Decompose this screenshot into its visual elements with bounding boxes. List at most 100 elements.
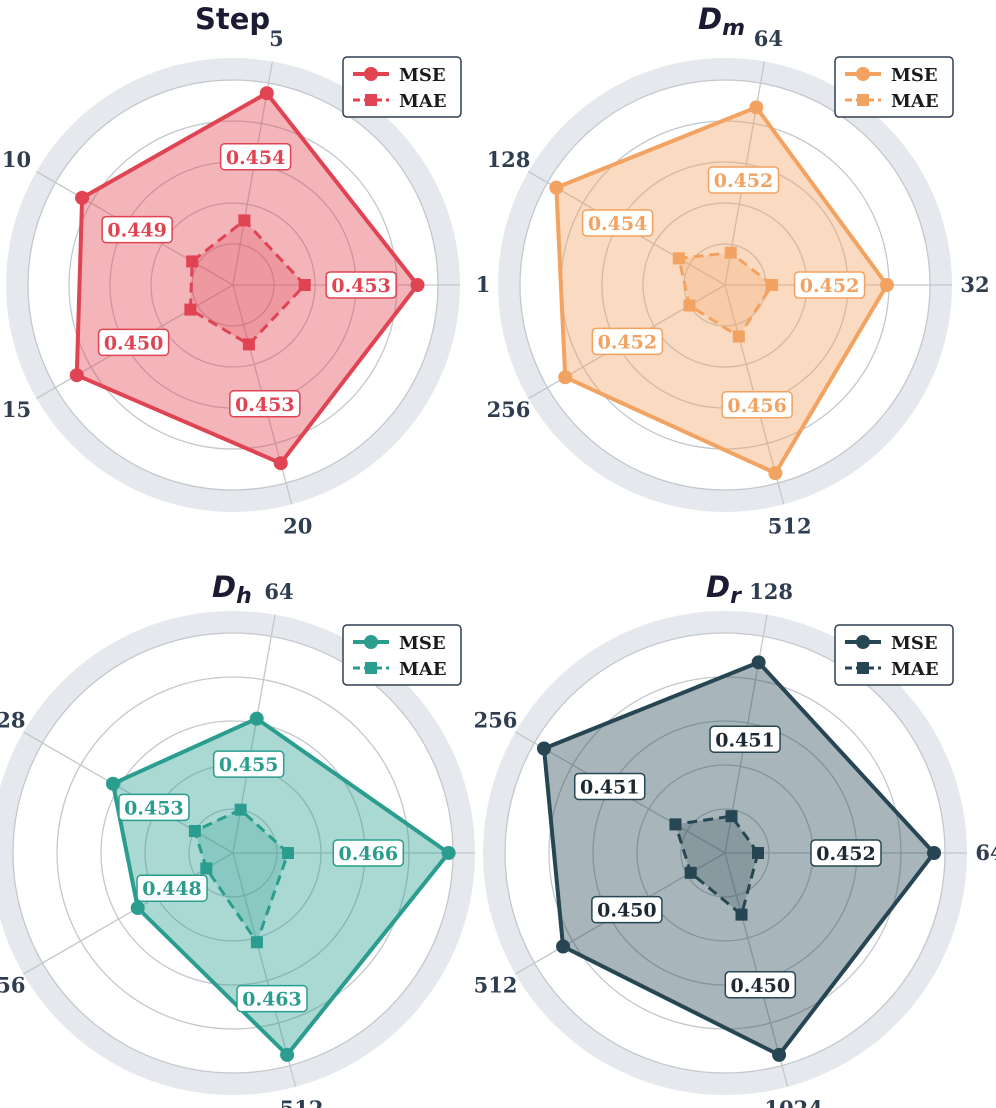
mse-point-3 — [558, 370, 573, 385]
value-label: 0.453 — [331, 275, 391, 297]
mae-point-1 — [725, 810, 738, 823]
mse-point-0 — [927, 846, 941, 860]
value-label-box — [709, 725, 781, 754]
axis-tick-label: 512 — [768, 513, 812, 538]
mse-point-2 — [105, 776, 120, 791]
mse-point-2 — [75, 190, 90, 205]
axis-tick-label: 64 — [264, 579, 293, 604]
mae-series-line — [193, 807, 290, 946]
radar-panel-3: 64 128 256 512 1024 0.452 0.451 0.451 0.450 0.450… — [474, 579, 996, 1108]
axis-spoke-3 — [23, 852, 234, 975]
value-label: 0.452 — [714, 170, 774, 192]
value-label: 0.452 — [598, 331, 658, 353]
axis-spoke-4 — [232, 852, 297, 1087]
mse-series-line — [110, 716, 451, 1057]
value-label-box — [591, 327, 664, 356]
value-label: 0.463 — [242, 989, 302, 1011]
value-label: 0.451 — [580, 776, 640, 798]
axis-tick-label: 20 — [283, 513, 312, 538]
mae-point-3 — [200, 862, 213, 875]
radar-panel-2: 32641282565120.4660.4550.4530.4480.463MS… — [0, 579, 513, 1108]
mae-series-line — [673, 814, 760, 918]
legend-mse-marker — [856, 635, 870, 649]
value-label: 0.454 — [226, 147, 286, 169]
mae-point-3 — [684, 866, 697, 879]
mse-point-0 — [410, 278, 425, 292]
mae-point-2 — [669, 818, 682, 831]
mse-point-4 — [273, 456, 288, 471]
value-label: 0.448 — [142, 878, 202, 900]
mse-point-4 — [280, 1047, 295, 1062]
mse-point-3 — [556, 939, 571, 954]
axis-spoke-4 — [724, 852, 789, 1087]
value-label-box — [118, 793, 190, 822]
value-label: 0.466 — [339, 843, 399, 865]
axis-tick-label: 64 — [754, 26, 783, 51]
value-label-box — [724, 971, 797, 999]
value-label-box — [707, 166, 780, 194]
value-label: 0.450 — [104, 332, 164, 354]
mae-point-4 — [732, 330, 745, 343]
axis-tick-label: 15 — [2, 397, 31, 422]
value-label: 0.455 — [219, 754, 279, 776]
mse-point-1 — [751, 655, 766, 670]
value-label: 0.452 — [816, 843, 876, 865]
mae-point-2 — [672, 252, 685, 265]
mse-point-1 — [249, 711, 264, 726]
legend-mse-label: MSE — [399, 633, 446, 654]
mse-series-line — [554, 105, 889, 476]
legend-mae-label: MAE — [399, 659, 447, 680]
value-label-box — [721, 391, 793, 419]
axis-tick-label: 128 — [0, 708, 25, 733]
value-label-box — [581, 209, 654, 237]
mae-point-4 — [735, 908, 748, 921]
value-label-box — [97, 328, 170, 357]
mae-point-0 — [298, 279, 311, 291]
mae-point-2 — [186, 255, 199, 268]
axis-tick-label: 512 — [474, 973, 518, 998]
legend-mae-marker — [365, 662, 377, 674]
mse-point-3 — [130, 901, 145, 915]
legend-mse-marker — [364, 67, 378, 81]
value-label-box — [229, 390, 301, 418]
axis-tick-label: 128 — [487, 147, 531, 172]
value-label-box — [810, 839, 882, 867]
value-label-box — [101, 215, 173, 244]
value-label-box — [236, 984, 308, 1013]
mse-point-1 — [259, 86, 274, 101]
legend: MSE MAE — [342, 624, 462, 686]
value-label: 0.451 — [715, 729, 775, 751]
mse-series-line — [542, 660, 936, 1057]
value-label: 0.452 — [800, 275, 860, 297]
legend: MSE MAE — [834, 624, 954, 686]
legend-mse-label: MSE — [891, 633, 938, 654]
legend-mae-label: MAE — [891, 659, 939, 680]
value-label: 0.456 — [727, 395, 787, 417]
axis-tick-label: 256 — [487, 397, 531, 422]
axis-tick-label: 512 — [280, 1096, 324, 1108]
value-label: 0.453 — [124, 797, 184, 819]
legend-mae-marker — [857, 662, 869, 674]
mae-point-0 — [752, 847, 764, 859]
axis-tick-label: 5 — [269, 26, 284, 51]
value-label-box — [212, 750, 285, 778]
value-label-box — [793, 271, 866, 299]
legend: MSE MAE — [342, 56, 462, 118]
panel-title-dr: Dr — [706, 570, 741, 609]
mae-point-4 — [242, 338, 255, 351]
legend-mae-label: MAE — [399, 91, 447, 112]
axis-tick-label: 256 — [474, 708, 518, 733]
mae-series-line — [188, 218, 307, 347]
axis-tick-label: 32 — [960, 272, 989, 297]
value-label-box — [325, 271, 397, 299]
legend-mse-marker — [856, 67, 870, 81]
radar-panel-1: 32 64 128 256 512 0.452 0.452 0.454 0.452 0.456 MS… — [487, 26, 990, 539]
mse-point-3 — [69, 368, 84, 383]
mae-series-line — [677, 251, 775, 339]
mse-point-4 — [772, 1047, 787, 1062]
mse-series-line — [74, 91, 420, 466]
legend-mse-marker — [364, 635, 378, 649]
value-label-box — [332, 839, 405, 867]
